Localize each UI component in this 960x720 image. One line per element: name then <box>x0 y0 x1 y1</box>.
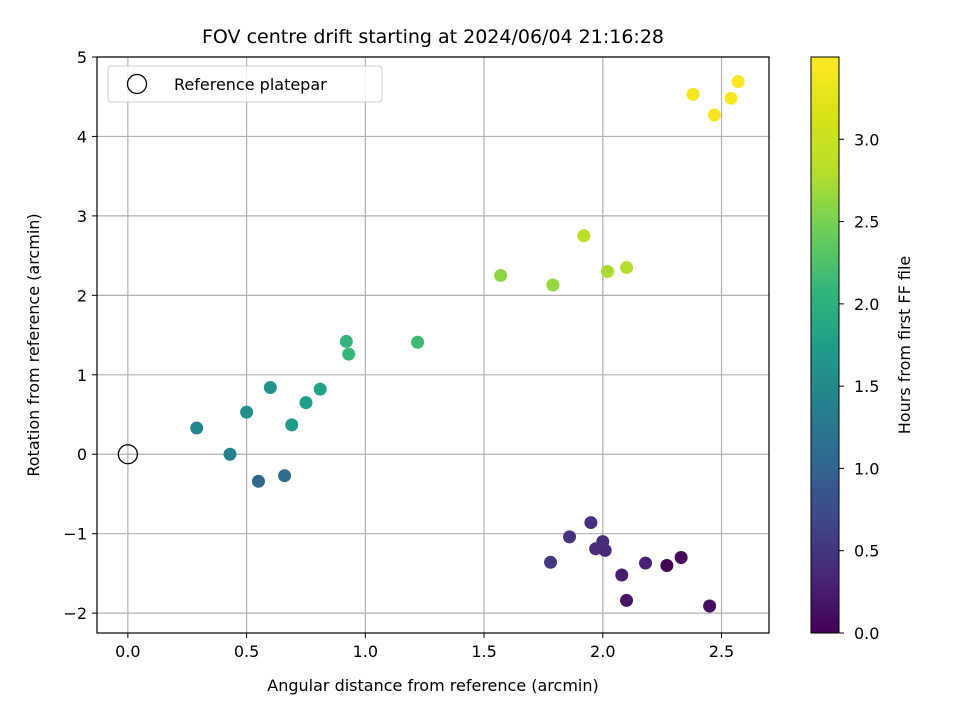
data-point <box>342 347 356 361</box>
x-tick-label: 2.5 <box>709 642 734 661</box>
y-tick-label: −2 <box>63 604 87 623</box>
data-point <box>620 593 634 607</box>
data-point <box>577 229 591 243</box>
data-point <box>660 558 674 572</box>
data-point <box>223 447 237 461</box>
colorbar <box>810 56 840 634</box>
y-tick-label: 4 <box>77 127 87 146</box>
colorbar-tick-label: 2.0 <box>854 295 879 314</box>
y-tick-label: 2 <box>77 286 87 305</box>
legend-label: Reference platepar <box>174 75 327 94</box>
data-point <box>724 91 738 105</box>
legend-box <box>107 65 383 103</box>
data-point <box>615 568 629 582</box>
data-point <box>544 555 558 569</box>
data-point <box>546 278 560 292</box>
y-axis-ticks: −2 −1 0 1 2 3 4 5 <box>63 48 97 623</box>
legend-marker-icon <box>126 73 148 95</box>
data-point <box>278 469 292 483</box>
colorbar-tick-label: 0.0 <box>854 624 879 643</box>
data-point <box>639 556 653 570</box>
data-point <box>411 335 425 349</box>
colorbar-tick-label: 0.5 <box>854 542 879 561</box>
data-point <box>494 268 508 282</box>
colorbar-label: Hours from first FF file <box>895 256 914 435</box>
plot-frame <box>96 56 770 634</box>
data-point <box>674 551 688 565</box>
y-tick-label: 0 <box>77 445 87 464</box>
data-point <box>686 87 700 101</box>
data-point <box>285 418 299 432</box>
data-point <box>240 405 254 419</box>
legend: Reference platepar <box>107 65 383 103</box>
reference-marker-group <box>117 444 139 465</box>
chart-title: FOV centre drift starting at 2024/06/04 … <box>202 26 664 48</box>
data-point <box>299 396 313 410</box>
x-tick-label: 0.5 <box>234 642 259 661</box>
colorbar-tick-label: 1.0 <box>854 459 879 478</box>
colorbar-tick-label: 1.5 <box>854 377 879 396</box>
data-point <box>731 75 745 89</box>
x-tick-label: 2.0 <box>590 642 615 661</box>
data-points <box>190 75 745 613</box>
y-axis-label: Rotation from reference (arcmin) <box>24 213 43 476</box>
data-point <box>313 382 327 396</box>
data-point <box>601 265 615 279</box>
data-point <box>251 474 265 488</box>
data-point <box>263 381 277 395</box>
data-point <box>190 421 204 435</box>
x-tick-label: 0.0 <box>115 642 140 661</box>
data-point <box>339 334 353 348</box>
y-tick-label: −1 <box>63 525 87 544</box>
data-point <box>563 530 577 544</box>
data-point <box>620 261 634 275</box>
reference-point <box>117 444 139 465</box>
colorbar-ticks: 0.0 0.5 1.0 1.5 2.0 2.5 3.0 <box>839 130 879 643</box>
y-tick-label: 1 <box>77 366 87 385</box>
colorbar-tick-label: 3.0 <box>854 130 879 149</box>
data-point <box>707 108 721 122</box>
x-tick-label: 1.5 <box>471 642 496 661</box>
y-tick-label: 5 <box>77 48 87 67</box>
data-point <box>584 516 598 530</box>
y-tick-label: 3 <box>77 207 87 226</box>
data-point <box>596 535 610 549</box>
x-axis-ticks: 0.0 0.5 1.0 1.5 2.0 2.5 <box>115 633 734 661</box>
colorbar-tick-label: 2.5 <box>854 213 879 232</box>
data-point <box>703 599 717 613</box>
x-axis-label: Angular distance from reference (arcmin) <box>267 676 598 695</box>
grid-lines <box>97 56 769 633</box>
x-tick-label: 1.0 <box>353 642 378 661</box>
